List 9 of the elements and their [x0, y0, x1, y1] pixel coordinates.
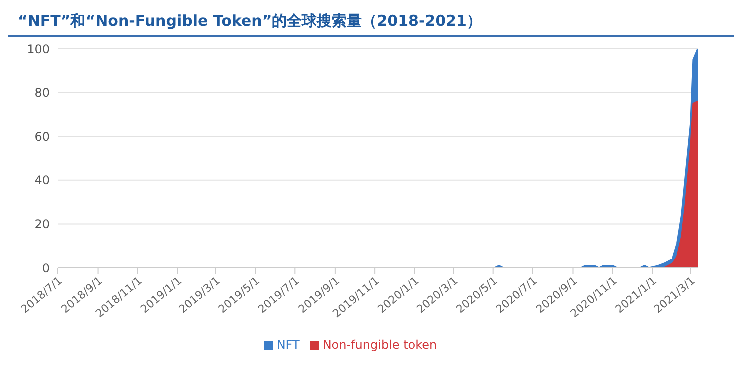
y-tick-label: 20 [34, 217, 50, 232]
y-tick-label: 0 [42, 261, 50, 276]
y-tick-label: 100 [27, 42, 50, 56]
y-tick-label: 80 [34, 86, 50, 100]
y-tick-label: 40 [34, 174, 50, 188]
chart-title: “NFT”和“Non-Fungible Token”的全球搜索量（2018-2021） [8, 8, 734, 37]
legend-label: Non-fungible token [322, 338, 438, 352]
legend-label: NFT [276, 338, 300, 352]
y-tick-label: 60 [34, 130, 50, 144]
